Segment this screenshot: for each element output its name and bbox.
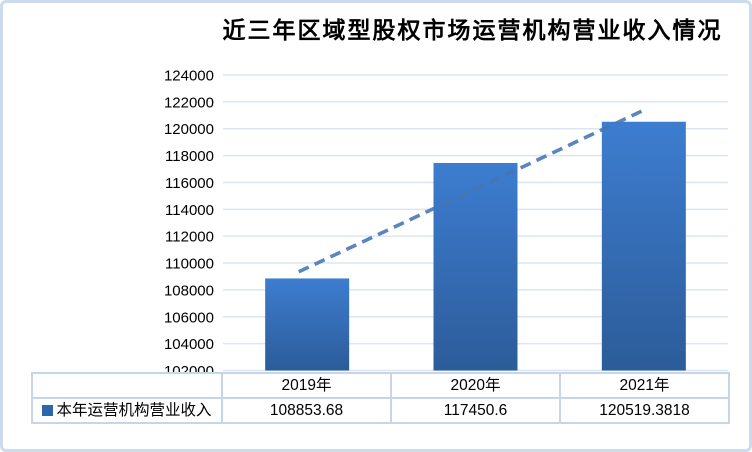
y-tick-label: 114000	[165, 202, 214, 219]
trendline	[297, 106, 648, 274]
y-tick-label: 120000	[164, 121, 214, 138]
y-tick-label: 104000	[164, 336, 214, 353]
y-tick-label: 112000	[165, 229, 214, 246]
chart-data-table: 2019年 2020年 2021年 本年运营机构营业收入 108853.68 1…	[31, 372, 730, 424]
column-header-year-3: 2021年	[559, 372, 730, 399]
chart-title: 近三年区域型股权市场运营机构营业收入情况	[222, 18, 723, 43]
y-tick-label: 118000	[165, 148, 214, 165]
y-tick-label: 124000	[164, 68, 214, 85]
series-name-label: 本年运营机构营业收入	[56, 401, 212, 419]
table-corner-cell	[31, 372, 223, 399]
y-axis-tick-labels: 1020001040001060001080001100001120001140…	[164, 68, 214, 381]
bar-2021年	[601, 121, 686, 371]
y-tick-label: 110000	[165, 256, 214, 273]
bar-2020年	[433, 162, 518, 371]
data-table-header-row: 2019年 2020年 2021年	[31, 372, 730, 399]
bar-2019年	[265, 278, 350, 371]
series-swatch-icon	[42, 404, 54, 416]
column-header-year-1: 2019年	[221, 372, 392, 399]
bar-series	[265, 121, 686, 371]
y-tick-label: 108000	[164, 282, 214, 299]
value-cell-year-3: 120519.3818	[559, 397, 730, 424]
y-tick-label: 116000	[165, 175, 214, 192]
value-cell-year-1: 108853.68	[221, 397, 392, 424]
legend-item: 本年运营机构营业收入	[31, 397, 223, 424]
y-tick-label: 122000	[164, 94, 214, 111]
column-header-year-2: 2020年	[390, 372, 561, 399]
data-table-value-row: 本年运营机构营业收入 108853.68 117450.6 120519.381…	[31, 397, 730, 424]
value-cell-year-2: 117450.6	[390, 397, 561, 424]
y-tick-label: 106000	[164, 309, 214, 326]
